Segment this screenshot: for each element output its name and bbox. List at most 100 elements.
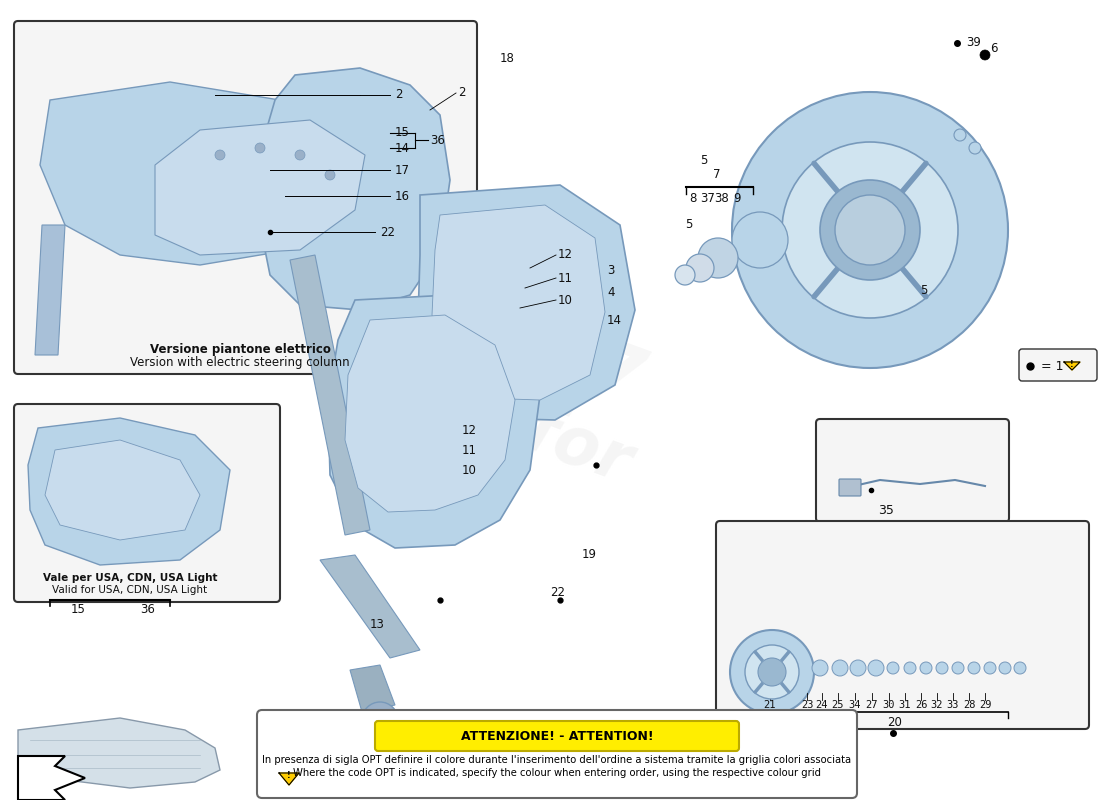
Circle shape	[952, 662, 964, 674]
Text: !: !	[287, 771, 290, 781]
Circle shape	[835, 195, 905, 265]
Polygon shape	[18, 718, 220, 788]
Text: 10: 10	[462, 463, 477, 477]
Polygon shape	[45, 440, 200, 540]
Text: 30: 30	[882, 700, 895, 710]
Text: 11: 11	[558, 271, 573, 285]
Text: 28: 28	[962, 700, 976, 710]
Polygon shape	[328, 295, 540, 548]
Polygon shape	[35, 225, 65, 355]
Text: 12: 12	[558, 249, 573, 262]
Text: 15: 15	[70, 603, 86, 616]
Text: 32: 32	[931, 700, 944, 710]
Text: 36: 36	[141, 603, 155, 616]
Text: 11: 11	[462, 443, 477, 457]
Circle shape	[362, 702, 398, 738]
Text: 35: 35	[878, 503, 894, 517]
Text: 5: 5	[920, 283, 927, 297]
Text: 21: 21	[763, 700, 777, 710]
FancyBboxPatch shape	[716, 521, 1089, 729]
Text: passion for
sinc: passion for sinc	[199, 291, 641, 569]
Circle shape	[732, 92, 1008, 368]
FancyBboxPatch shape	[839, 479, 861, 496]
Circle shape	[758, 658, 786, 686]
Circle shape	[984, 662, 996, 674]
Polygon shape	[320, 555, 420, 658]
Circle shape	[850, 660, 866, 676]
Text: Valid for USA, CDN, USA Light: Valid for USA, CDN, USA Light	[53, 585, 208, 595]
Polygon shape	[279, 773, 299, 785]
Text: 38: 38	[715, 191, 729, 205]
Text: 22: 22	[550, 586, 565, 598]
Polygon shape	[432, 205, 605, 400]
Circle shape	[1014, 662, 1026, 674]
FancyBboxPatch shape	[1019, 349, 1097, 381]
Text: 4: 4	[607, 286, 615, 299]
Circle shape	[675, 265, 695, 285]
Circle shape	[820, 180, 920, 280]
Circle shape	[812, 660, 828, 676]
Text: !: !	[1070, 360, 1074, 369]
Text: 16: 16	[395, 190, 410, 202]
Text: Where the code OPT is indicated, specify the colour when entering order, using t: Where the code OPT is indicated, specify…	[293, 768, 821, 778]
Circle shape	[954, 129, 966, 141]
Text: 36: 36	[430, 134, 444, 146]
Circle shape	[324, 170, 336, 180]
Polygon shape	[258, 68, 450, 310]
Circle shape	[920, 662, 932, 674]
Text: 10: 10	[558, 294, 573, 306]
Polygon shape	[1064, 362, 1080, 370]
Text: 12: 12	[462, 423, 477, 437]
Polygon shape	[40, 82, 370, 265]
FancyBboxPatch shape	[257, 710, 857, 798]
Circle shape	[745, 645, 799, 699]
Circle shape	[782, 142, 958, 318]
Polygon shape	[155, 120, 365, 255]
Circle shape	[968, 662, 980, 674]
Circle shape	[999, 662, 1011, 674]
Circle shape	[887, 662, 899, 674]
Text: Vale per USA, CDN, USA Light: Vale per USA, CDN, USA Light	[43, 573, 218, 583]
Polygon shape	[418, 185, 635, 420]
Text: 31: 31	[899, 700, 911, 710]
Polygon shape	[18, 756, 85, 800]
Circle shape	[295, 150, 305, 160]
Text: 34: 34	[849, 700, 861, 710]
Circle shape	[832, 660, 848, 676]
Circle shape	[255, 143, 265, 153]
Text: 39: 39	[966, 35, 981, 49]
Text: 29: 29	[979, 700, 991, 710]
Text: Version with electric steering column: Version with electric steering column	[130, 356, 350, 369]
Circle shape	[969, 142, 981, 154]
Text: 24: 24	[816, 700, 828, 710]
Text: 13: 13	[370, 618, 385, 631]
Text: 3: 3	[607, 263, 615, 277]
Text: 26: 26	[915, 700, 927, 710]
Text: 37: 37	[701, 191, 715, 205]
Circle shape	[936, 662, 948, 674]
Polygon shape	[345, 315, 515, 512]
Text: = 1: = 1	[1037, 359, 1064, 373]
Text: 2: 2	[458, 86, 465, 99]
Circle shape	[980, 50, 990, 60]
Text: In presenza di sigla OPT definire il colore durante l'inserimento dell'ordine a : In presenza di sigla OPT definire il col…	[263, 755, 851, 765]
Text: 23: 23	[801, 700, 813, 710]
Text: 14: 14	[395, 142, 410, 154]
Text: 18: 18	[500, 51, 515, 65]
Text: 1947: 1947	[407, 272, 653, 428]
Text: 14: 14	[607, 314, 621, 326]
Text: 15: 15	[395, 126, 410, 139]
Polygon shape	[290, 255, 370, 535]
Circle shape	[214, 150, 225, 160]
Circle shape	[904, 662, 916, 674]
Text: Versione piantone elettrico: Versione piantone elettrico	[150, 343, 330, 356]
Circle shape	[698, 238, 738, 278]
Text: 5: 5	[700, 154, 707, 166]
Text: 8: 8	[690, 191, 696, 205]
Text: 2: 2	[395, 89, 403, 102]
Text: 6: 6	[990, 42, 998, 54]
FancyBboxPatch shape	[816, 419, 1009, 522]
Text: 25: 25	[832, 700, 845, 710]
Circle shape	[732, 212, 788, 268]
FancyBboxPatch shape	[375, 721, 739, 751]
